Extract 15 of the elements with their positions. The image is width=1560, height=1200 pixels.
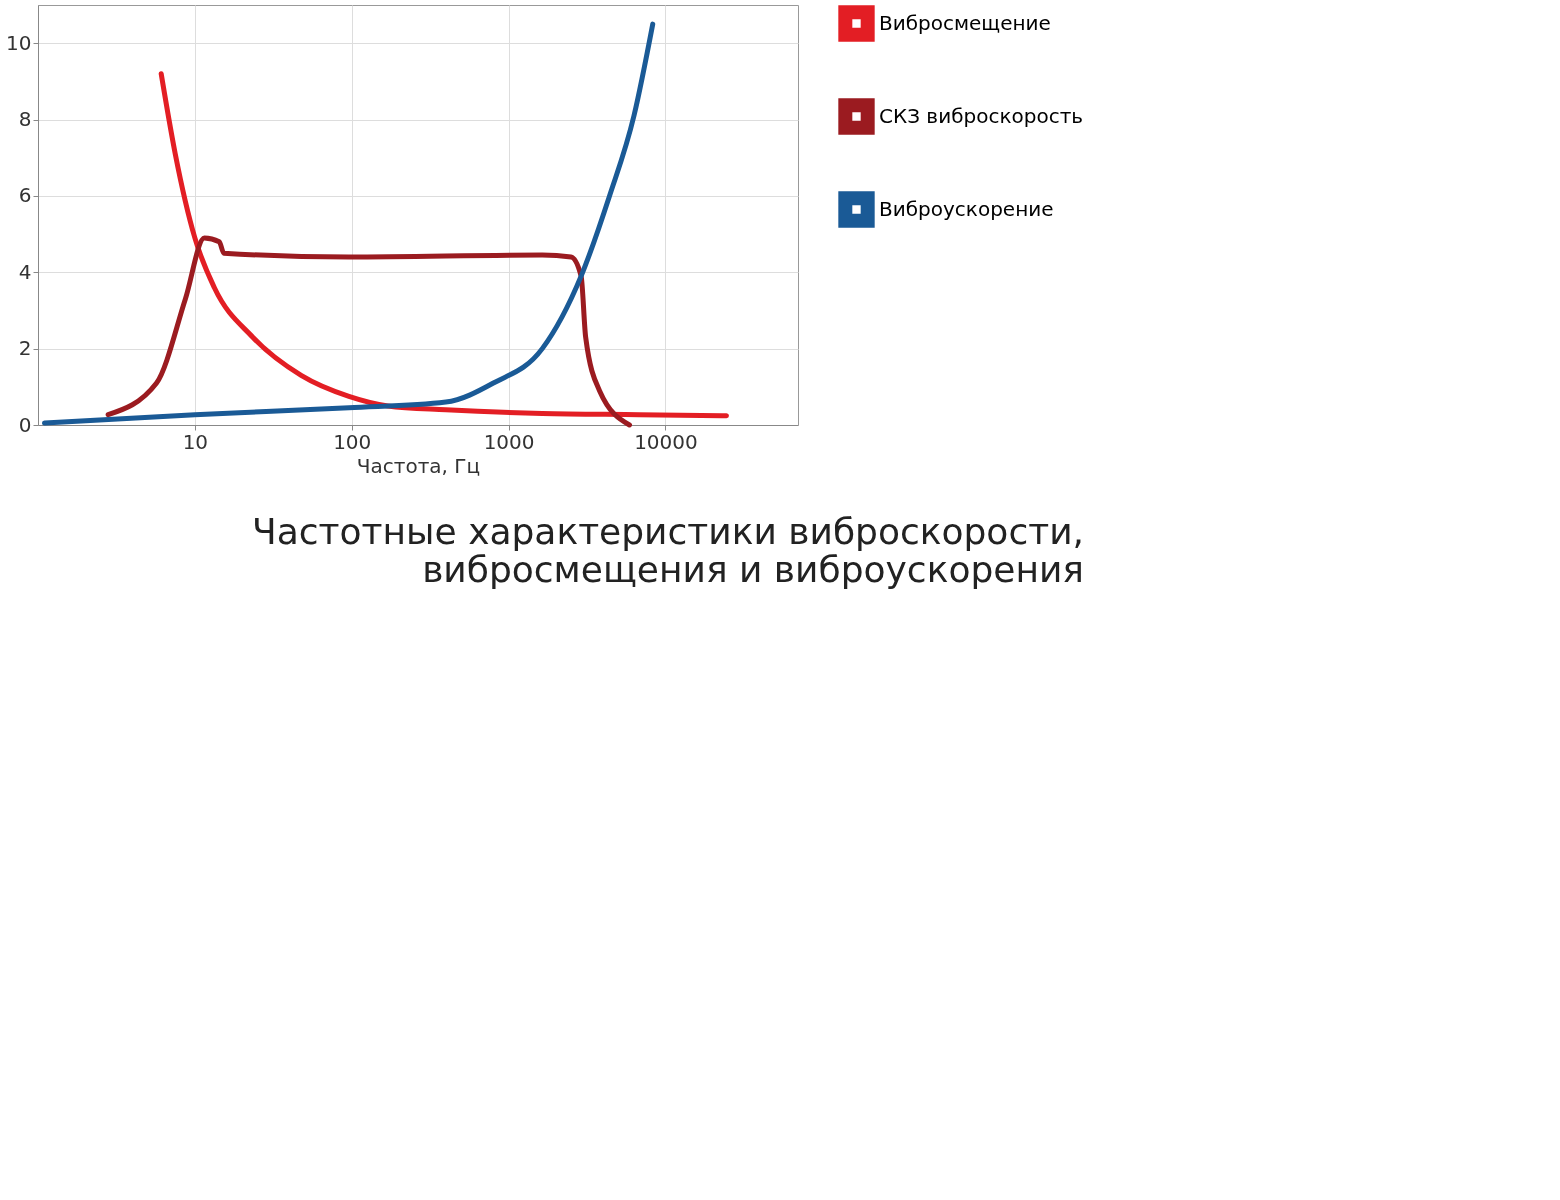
legend-label: Вибросмещение — [879, 10, 1051, 35]
y-tick-label: 2 — [18, 336, 32, 361]
y-tick-label: 8 — [18, 107, 32, 132]
y-tick-label: 6 — [18, 183, 32, 208]
legend-label: СКЗ виброскорость — [879, 103, 1084, 128]
legend-label: Виброускорение — [879, 196, 1054, 221]
y-tick-label: 4 — [18, 259, 32, 284]
x-axis-title: Частота, Гц — [356, 453, 481, 478]
y-tick-label: 10 — [6, 30, 32, 55]
y-tick-label: 0 — [18, 412, 32, 437]
x-tick-label: 1000 — [483, 429, 535, 454]
x-tick-label: 10000 — [634, 429, 698, 454]
x-tick-label: 100 — [333, 429, 372, 454]
text: Частотные характеристики виброскорости, вибросмещения и виброускорения — [252, 511, 1084, 590]
x-tick-label: 10 — [182, 429, 209, 454]
